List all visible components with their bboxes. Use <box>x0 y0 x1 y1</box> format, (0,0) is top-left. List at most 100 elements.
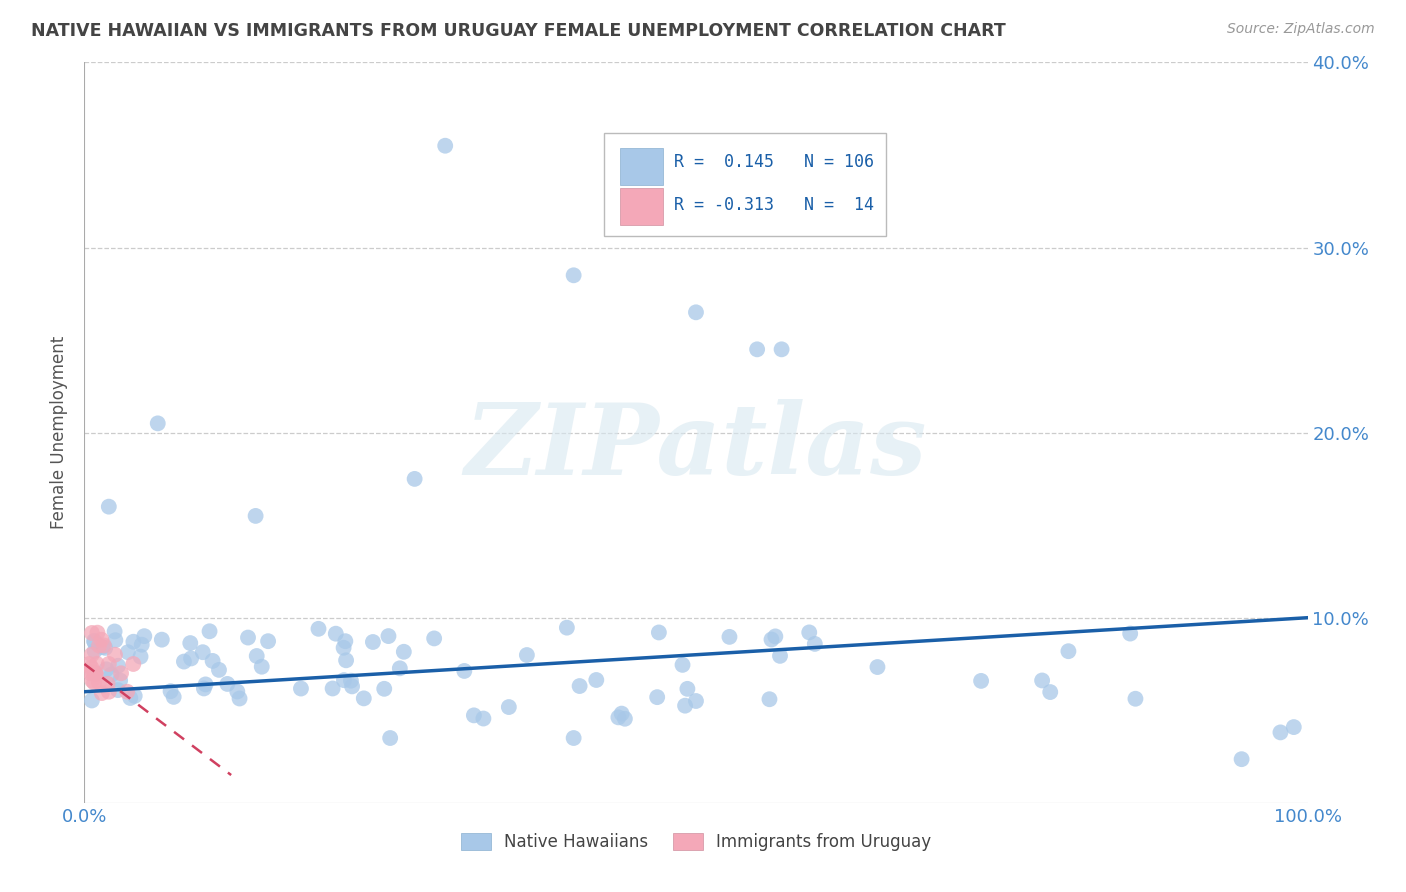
Point <box>472 712 495 726</box>
Point <box>1039 685 1062 699</box>
Point <box>1270 725 1292 739</box>
Point <box>562 268 585 283</box>
Text: ZIPatlas: ZIPatlas <box>465 400 927 496</box>
Point <box>613 712 636 726</box>
Point <box>568 679 591 693</box>
Point <box>340 673 363 688</box>
Point <box>562 731 585 745</box>
Point <box>246 648 269 663</box>
Point <box>555 621 578 635</box>
Point <box>250 659 273 673</box>
Point <box>335 634 357 648</box>
Point <box>84 666 107 681</box>
Point <box>676 681 699 696</box>
Point <box>83 633 105 648</box>
Text: R = -0.313   N =  14: R = -0.313 N = 14 <box>673 195 875 213</box>
Point <box>180 651 202 665</box>
Point <box>1125 691 1147 706</box>
Point <box>97 500 120 514</box>
Point <box>1031 673 1053 688</box>
Point <box>1119 626 1142 640</box>
Point <box>104 633 127 648</box>
Point <box>685 305 707 319</box>
Point <box>373 681 395 696</box>
Point <box>193 681 215 696</box>
Point <box>194 677 217 691</box>
Point <box>104 648 127 662</box>
Point <box>90 632 112 647</box>
Point <box>333 673 356 688</box>
Point <box>388 661 411 675</box>
Point <box>866 660 889 674</box>
Point <box>93 639 115 653</box>
Point <box>516 648 538 662</box>
Point <box>87 639 110 653</box>
Point <box>97 685 120 699</box>
Point <box>685 694 707 708</box>
Point <box>131 638 153 652</box>
Point <box>77 657 100 671</box>
Point <box>718 630 741 644</box>
Point <box>163 690 186 704</box>
Point <box>96 677 118 691</box>
Point <box>150 632 173 647</box>
Point <box>191 645 214 659</box>
Point <box>79 666 101 681</box>
Point <box>236 631 259 645</box>
Point <box>104 624 127 639</box>
Point <box>110 666 132 681</box>
Point <box>198 624 221 639</box>
Point <box>434 138 457 153</box>
Point <box>673 698 696 713</box>
Text: NATIVE HAWAIIAN VS IMMIGRANTS FROM URUGUAY FEMALE UNEMPLOYMENT CORRELATION CHART: NATIVE HAWAIIAN VS IMMIGRANTS FROM URUGU… <box>31 22 1005 40</box>
Point <box>645 690 668 705</box>
Point <box>90 686 112 700</box>
Point <box>498 700 520 714</box>
Point <box>201 654 224 668</box>
Point <box>83 644 105 658</box>
Text: Source: ZipAtlas.com: Source: ZipAtlas.com <box>1227 22 1375 37</box>
Point <box>332 640 354 655</box>
FancyBboxPatch shape <box>620 188 664 226</box>
Point <box>107 658 129 673</box>
Point <box>228 691 250 706</box>
Point <box>208 663 231 677</box>
Point <box>671 657 693 672</box>
Point <box>970 673 993 688</box>
Point <box>377 629 399 643</box>
Point <box>80 660 103 674</box>
Point <box>82 673 104 688</box>
Point <box>217 677 239 691</box>
Point <box>804 637 827 651</box>
Text: R =  0.145   N = 106: R = 0.145 N = 106 <box>673 153 875 171</box>
Point <box>107 683 129 698</box>
Point <box>122 657 145 671</box>
Point <box>83 635 105 649</box>
Point <box>1057 644 1080 658</box>
Point <box>1230 752 1253 766</box>
Point <box>763 629 786 643</box>
Point <box>159 684 181 698</box>
Point <box>610 706 633 721</box>
Point <box>117 645 139 659</box>
Legend: Native Hawaiians, Immigrants from Uruguay: Native Hawaiians, Immigrants from Urugua… <box>454 826 938 857</box>
Point <box>80 648 103 662</box>
Point <box>82 665 104 680</box>
FancyBboxPatch shape <box>605 133 886 236</box>
Point <box>100 667 122 681</box>
Point <box>404 472 426 486</box>
Point <box>340 679 363 693</box>
Point <box>290 681 312 696</box>
Point <box>94 640 117 655</box>
Point <box>423 632 446 646</box>
Point <box>607 710 630 724</box>
Point <box>335 653 357 667</box>
Point <box>322 681 344 696</box>
Point <box>453 664 475 678</box>
Point <box>353 691 375 706</box>
Point <box>122 634 145 648</box>
Point <box>245 508 267 523</box>
Point <box>115 685 138 699</box>
Point <box>80 693 103 707</box>
Point <box>146 417 169 431</box>
